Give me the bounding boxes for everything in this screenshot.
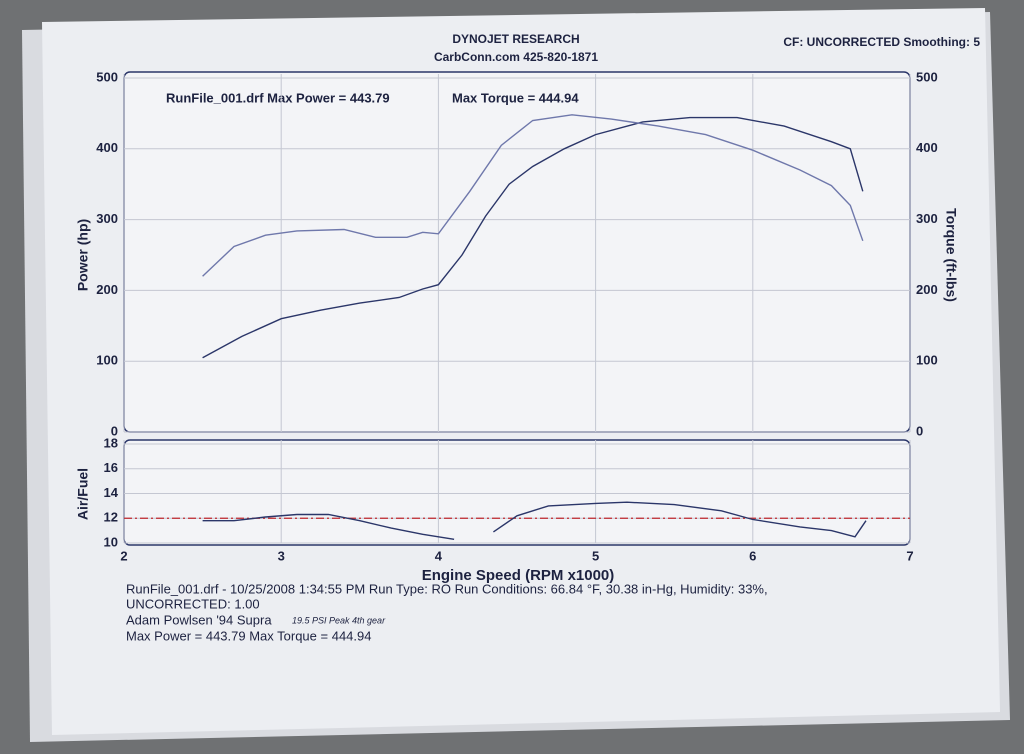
y-tick-label: 200 [96, 282, 118, 297]
y-tick-label: 500 [96, 69, 118, 84]
x-tick-label: 6 [749, 548, 756, 563]
annotation: RunFile_001.drf Max Power = 443.79 [166, 90, 390, 105]
top-frame [123, 71, 911, 433]
subtitle: CarbConn.com 425-820-1871 [434, 50, 598, 64]
y-tick-label: 16 [104, 460, 118, 475]
footer-line: UNCORRECTED: 1.00 [126, 596, 260, 611]
y-tick-label: 10 [104, 534, 118, 549]
bottom-frame [123, 439, 911, 546]
footer-line: Adam Powlsen '94 Supra [126, 612, 272, 627]
settings: CF: UNCORRECTED Smoothing: 5 [783, 35, 980, 49]
y-tick-label: 0 [111, 423, 118, 438]
x-tick-label: 2 [120, 548, 127, 563]
y-tick-label: 300 [96, 211, 118, 226]
y2-tick-label: 300 [916, 211, 938, 226]
handwritten-note: 19.5 PSI Peak 4th gear [292, 615, 386, 625]
y2-tick-label: 200 [916, 282, 938, 297]
y-tick-label: 100 [96, 353, 118, 368]
footer-line: Max Power = 443.79 Max Torque = 444.94 [126, 628, 371, 643]
data-line [202, 114, 864, 277]
y-tick-label: 14 [104, 485, 119, 500]
y-tick-label: 12 [104, 510, 118, 525]
y-tick-label: 400 [96, 140, 118, 155]
title: DYNOJET RESEARCH [452, 32, 579, 46]
y2-tick-label: 500 [916, 69, 938, 84]
x-axis-label: Engine Speed (RPM x1000) [422, 567, 615, 584]
y-axis-label: Power (hp) [75, 219, 91, 291]
y-axis-label: Air/Fuel [75, 468, 91, 520]
y2-tick-label: 400 [916, 140, 938, 155]
y2-tick-label: 100 [916, 353, 938, 368]
x-tick-label: 5 [592, 548, 599, 563]
y2-tick-label: 0 [916, 423, 923, 438]
x-tick-label: 4 [435, 548, 443, 563]
x-tick-label: 7 [906, 548, 913, 563]
x-tick-label: 3 [278, 548, 285, 563]
data-line [202, 501, 867, 540]
annotation: Max Torque = 444.94 [452, 90, 579, 105]
footer-line: RunFile_001.drf - 10/25/2008 1:34:55 PM … [126, 581, 768, 596]
y2-axis-label: Torque (ft-lbs) [943, 208, 959, 302]
y-tick-label: 18 [104, 435, 118, 450]
data-line [202, 116, 864, 359]
